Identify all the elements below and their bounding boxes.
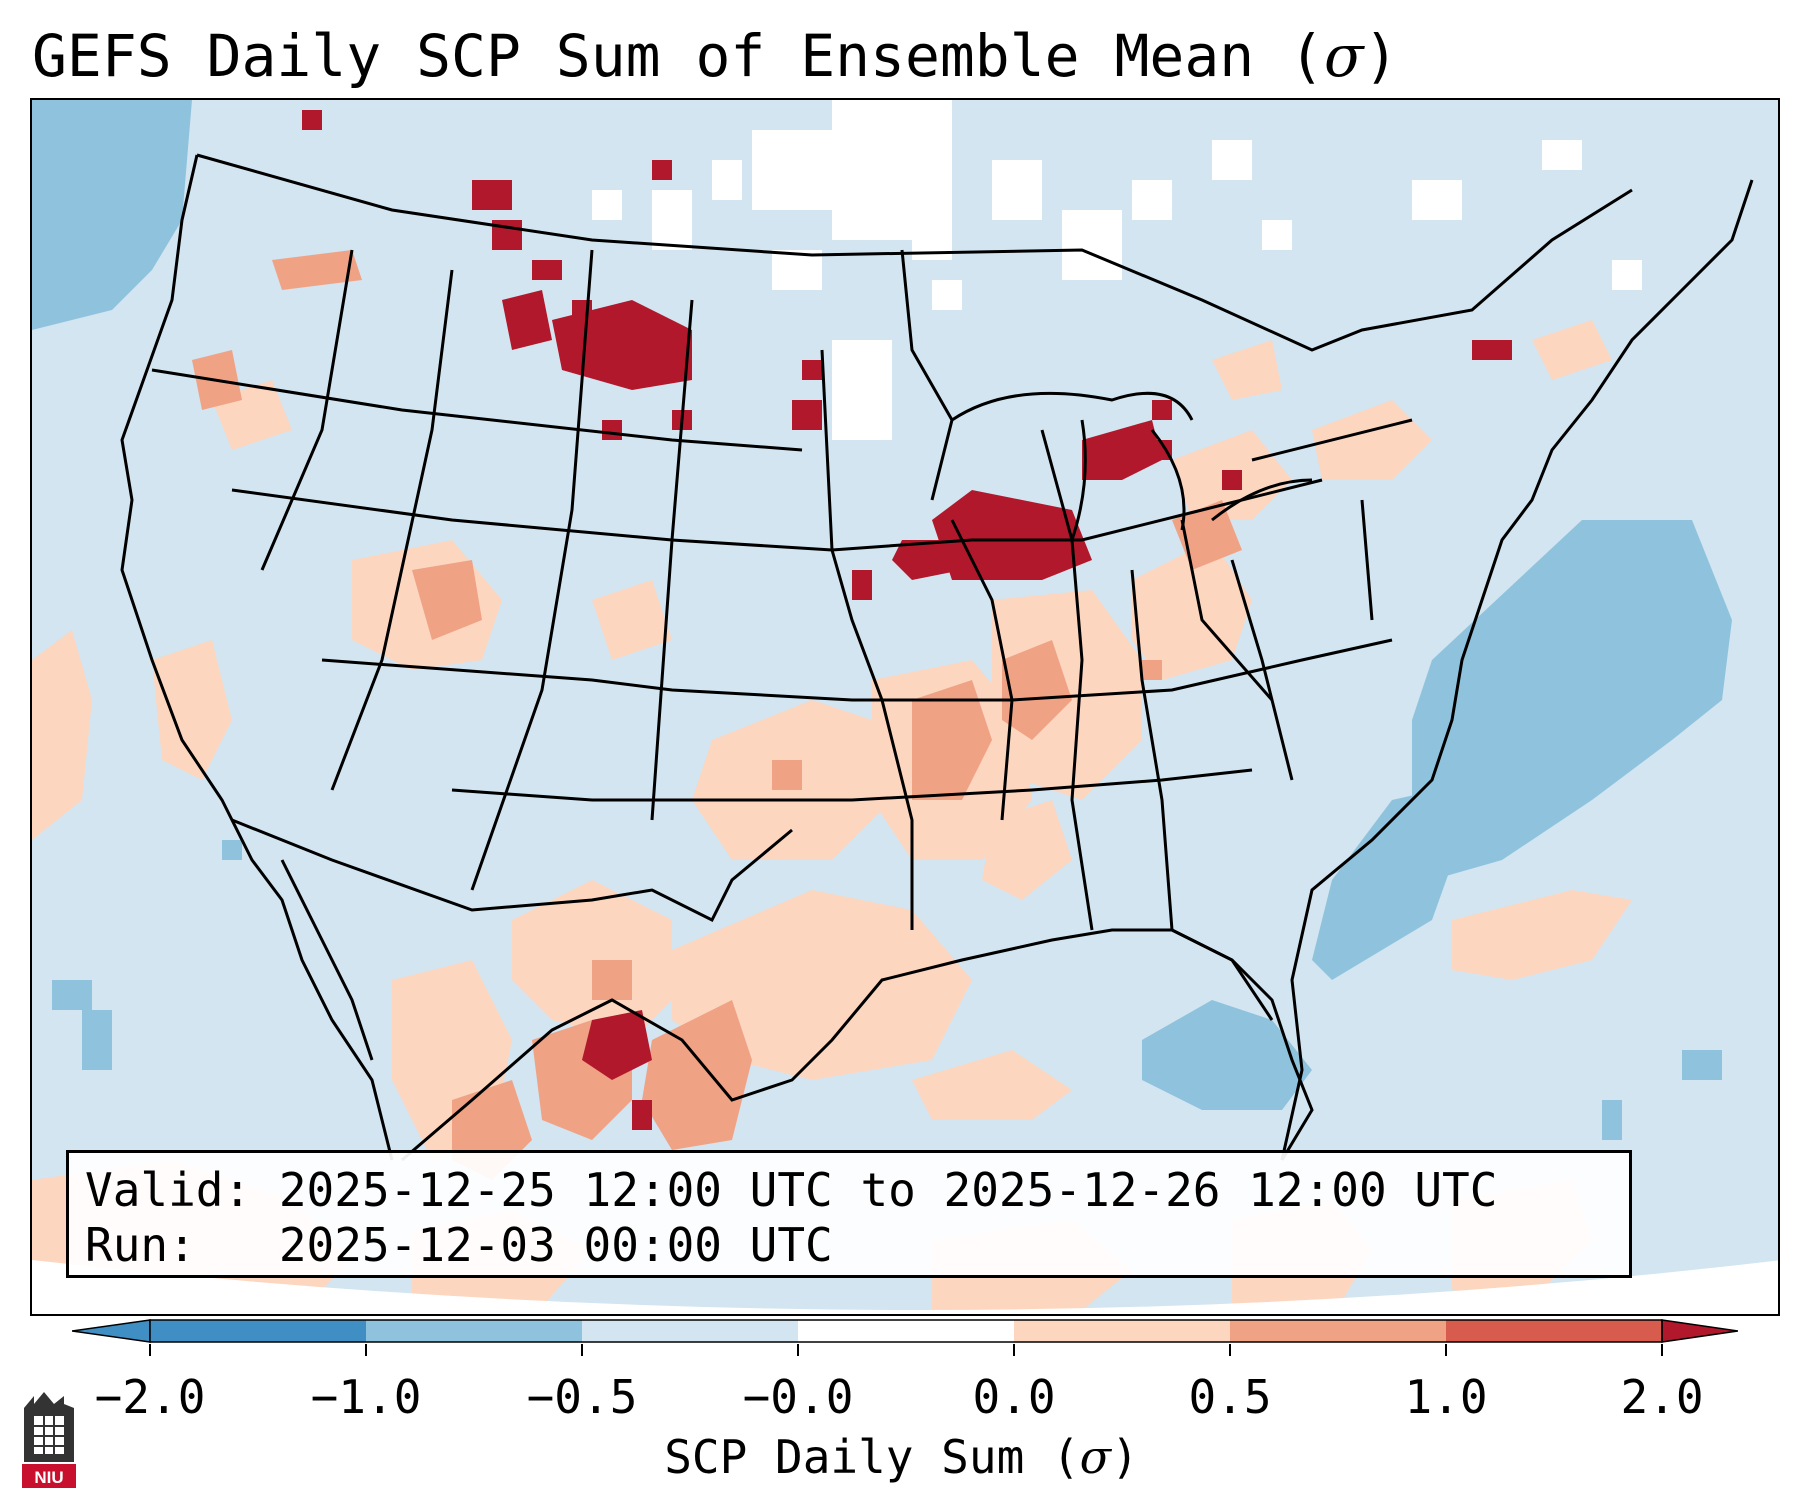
valid-time-text: Valid: 2025-12-25 12:00 UTC to 2025-12-2… xyxy=(85,1163,1498,1217)
colorbar-tickmark xyxy=(1229,1344,1231,1356)
colorbar-tickmark xyxy=(1661,1344,1663,1356)
colorbar-tickmark xyxy=(149,1344,151,1356)
colorbar-tickmark xyxy=(1445,1344,1447,1356)
niu-logo: NIU xyxy=(22,1392,76,1488)
colorbar-seg-7 xyxy=(1446,1320,1662,1342)
colorbar-seg-2 xyxy=(366,1320,582,1342)
colorbar-tick-label: −2.0 xyxy=(94,1370,206,1424)
white-areas xyxy=(592,100,1642,440)
colorbar-tickmark xyxy=(1013,1344,1015,1356)
valid-run-info-box: Valid: 2025-12-25 12:00 UTC to 2025-12-2… xyxy=(66,1150,1632,1278)
colorbar-tick-label: −0.0 xyxy=(742,1370,854,1424)
title-text: GEFS Daily SCP Sum of Ensemble Mean ( xyxy=(32,22,1325,90)
map-panel xyxy=(30,98,1780,1316)
colorbar-tick-label: −0.5 xyxy=(526,1370,638,1424)
colorbar-tick-label: 0.0 xyxy=(972,1370,1056,1424)
colorbar-tick-label: 0.5 xyxy=(1188,1370,1272,1424)
colorbar-seg-3 xyxy=(582,1320,798,1342)
colorbar-extend-low xyxy=(72,1319,151,1343)
colorbar-seg-1 xyxy=(150,1320,366,1342)
colorbar-tickmark xyxy=(581,1344,583,1356)
projection-edge xyxy=(32,1260,1778,1314)
colorbar-extend-high xyxy=(1661,1319,1738,1343)
colorbar xyxy=(72,1319,1738,1343)
sigma-symbol: σ xyxy=(1079,1430,1112,1484)
scp-field-map xyxy=(32,100,1778,1314)
colorbar-seg-6 xyxy=(1230,1320,1446,1342)
political-borders xyxy=(120,153,1754,1162)
colorbar-tick-label: 1.0 xyxy=(1404,1370,1488,1424)
colorbar-tickmark xyxy=(797,1344,799,1356)
light-blue-areas xyxy=(32,100,1732,1140)
sigma-symbol: σ xyxy=(1324,22,1364,90)
logo-text: NIU xyxy=(34,1468,63,1487)
run-time-text: Run: 2025-12-03 00:00 UTC xyxy=(85,1218,833,1272)
colorbar-seg-4 xyxy=(798,1320,1014,1342)
colorbar-seg-5 xyxy=(1014,1320,1230,1342)
map-title: GEFS Daily SCP Sum of Ensemble Mean (σ) xyxy=(32,22,1399,90)
colorbar-tick-label: 2.0 xyxy=(1620,1370,1704,1424)
colorbar-label: SCP Daily Sum (σ) xyxy=(664,1430,1139,1484)
colorbar-tick-label: −1.0 xyxy=(310,1370,422,1424)
colorbar-tickmark xyxy=(365,1344,367,1356)
